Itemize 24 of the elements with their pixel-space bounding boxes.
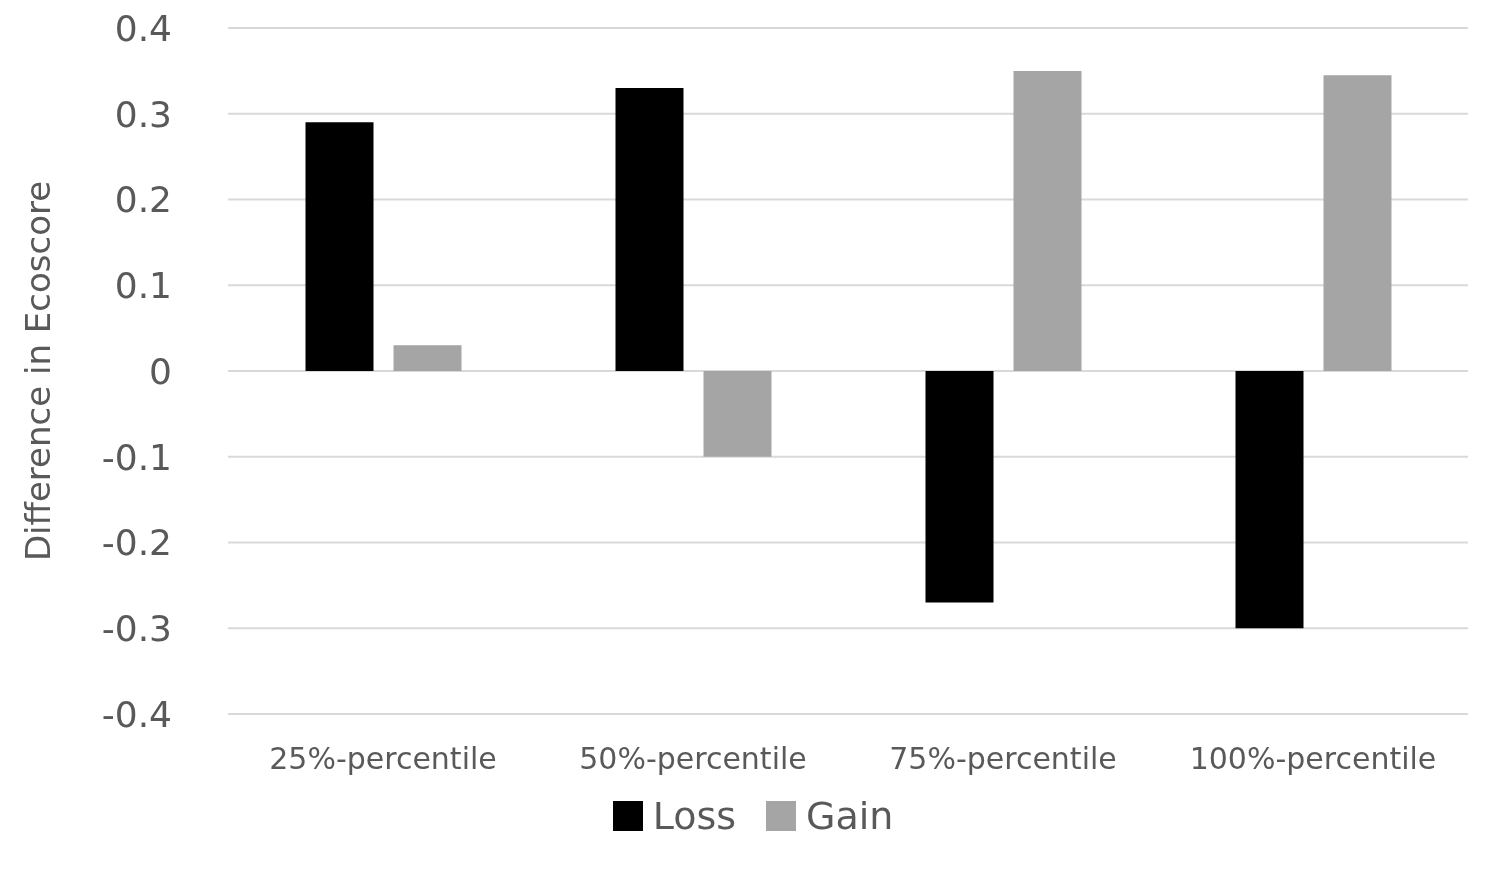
legend-label: Gain xyxy=(805,794,894,838)
x-tick-label: 25%-percentile xyxy=(269,741,497,777)
x-tick-label: 50%-percentile xyxy=(579,741,807,777)
bar xyxy=(1323,75,1392,371)
y-tick-label: 0.4 xyxy=(114,7,172,49)
y-tick-label: 0.3 xyxy=(114,93,172,135)
y-tick-label: 0 xyxy=(149,350,172,392)
bar xyxy=(703,371,772,457)
y-tick-label: 0.1 xyxy=(114,265,172,307)
x-tick-label: 75%-percentile xyxy=(889,741,1117,777)
y-tick-label: -0.2 xyxy=(101,522,172,564)
bar xyxy=(925,371,994,603)
legend-label: Loss xyxy=(652,794,736,838)
y-tick-label: -0.1 xyxy=(101,436,172,478)
y-tick-label: -0.3 xyxy=(101,608,172,650)
y-axis-title: Difference in Ecoscore xyxy=(18,180,59,562)
bar xyxy=(615,88,684,371)
bar xyxy=(1235,371,1304,629)
y-tick-label: 0.2 xyxy=(114,179,172,221)
x-tick-label: 100%-percentile xyxy=(1189,741,1437,777)
bar xyxy=(1013,70,1082,371)
y-tick-label: -0.4 xyxy=(101,693,172,735)
bar xyxy=(393,345,462,371)
bar xyxy=(305,122,374,371)
